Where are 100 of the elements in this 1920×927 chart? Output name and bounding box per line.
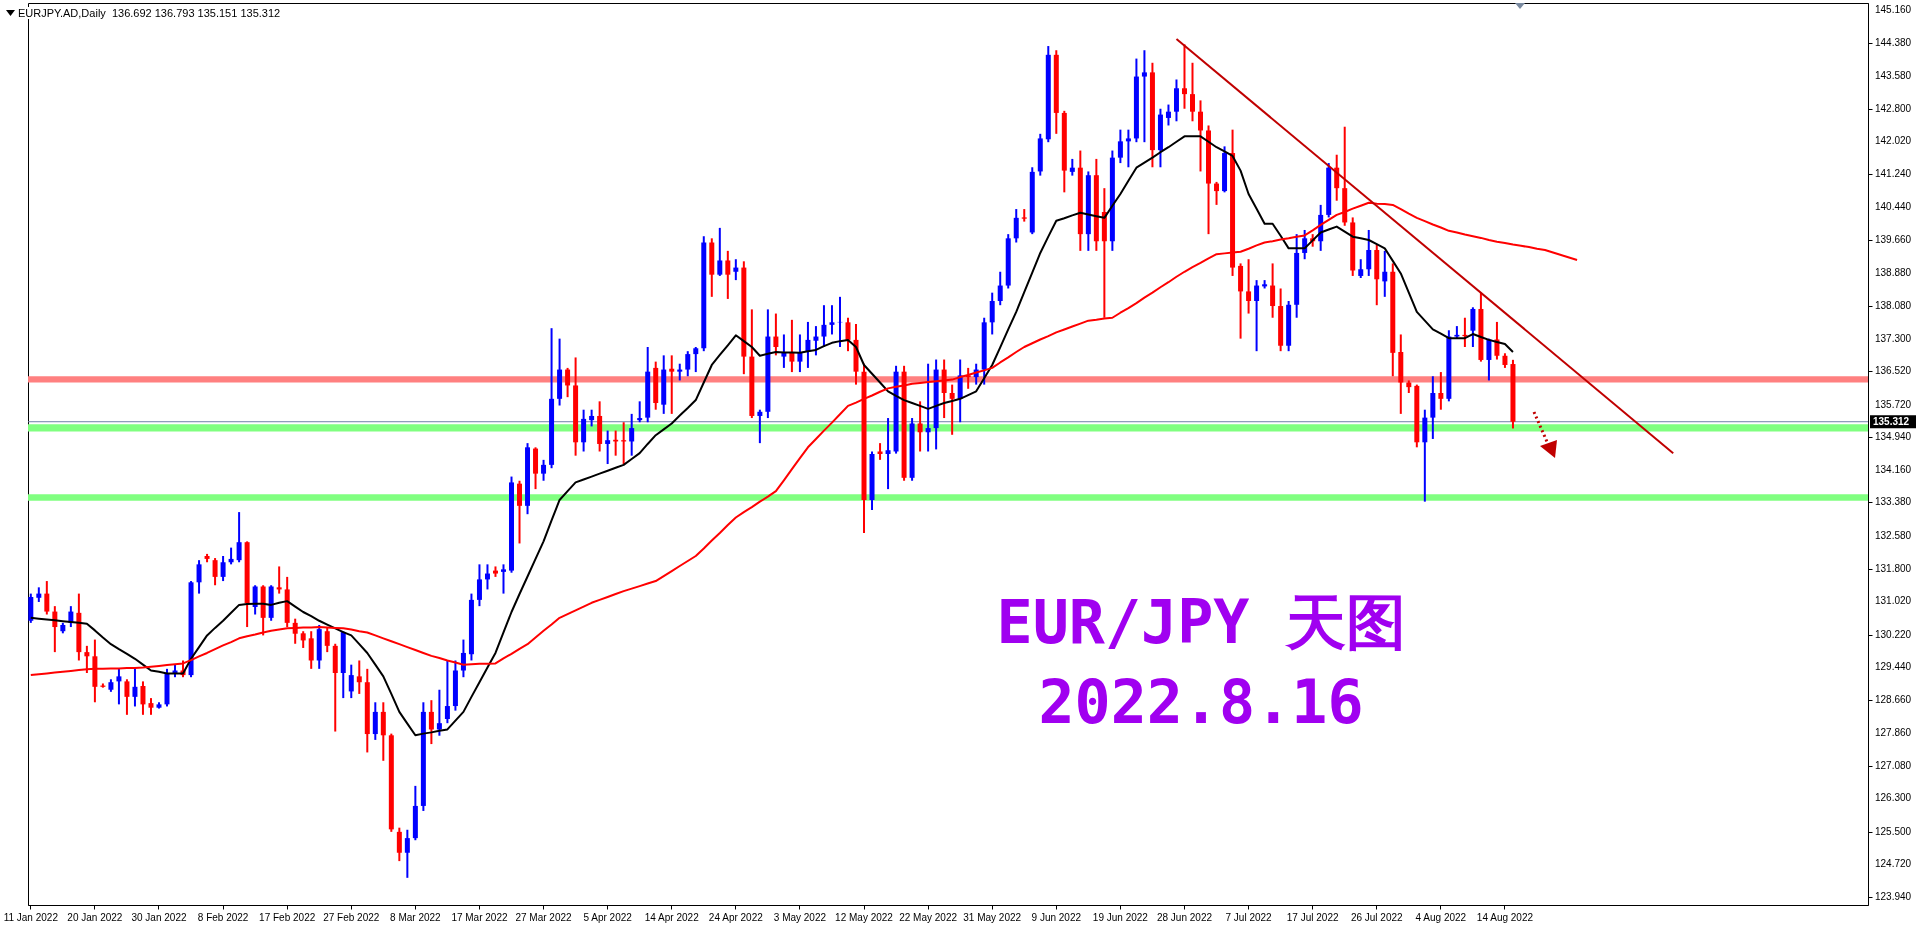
candlestick — [925, 362, 931, 453]
chart-title: EURJPY.AD,Daily 136.692 136.793 135.151 135.312 — [18, 7, 281, 19]
annotation: 2022.8.16 — [1038, 667, 1364, 737]
candlestick — [436, 688, 442, 737]
x-tick-label: 22 May 2022 — [899, 911, 958, 923]
x-tick-label: 17 Mar 2022 — [451, 911, 508, 923]
y-tick-label: 130.220 — [1875, 628, 1912, 640]
x-tick-label: 17 Jul 2022 — [1286, 911, 1339, 923]
candlestick — [252, 584, 258, 616]
candlestick — [541, 458, 547, 482]
x-tick-label: 26 Jul 2022 — [1350, 911, 1404, 923]
candlestick — [1270, 262, 1276, 319]
annotation: EUR/JPY 天图 — [996, 587, 1406, 657]
candlestick — [581, 408, 587, 453]
candlestick — [773, 312, 779, 357]
candlestick — [693, 346, 699, 374]
x-tick-label: 19 Jun 2022 — [1092, 911, 1149, 923]
x-tick-label: 30 Jan 2022 — [131, 911, 187, 923]
candlestick — [1246, 258, 1252, 315]
candlestick — [517, 479, 523, 545]
candlestick — [885, 417, 891, 491]
candlestick — [476, 563, 482, 608]
x-tick-label: 24 Apr 2022 — [708, 911, 764, 923]
y-tick-label: 142.020 — [1875, 135, 1912, 147]
y-tick-label: 123.940 — [1875, 891, 1912, 903]
candlestick — [781, 333, 787, 369]
x-tick-label: 7 Jul 2022 — [1225, 911, 1273, 923]
y-tick-label: 140.440 — [1875, 201, 1912, 213]
y-tick-label: 124.720 — [1875, 858, 1912, 870]
x-tick-label: 14 Aug 2022 — [1476, 911, 1534, 923]
y-tick-label: 127.860 — [1875, 727, 1912, 739]
candlestick — [1117, 128, 1123, 165]
y-tick-label: 132.580 — [1875, 529, 1912, 541]
y-tick-label: 134.160 — [1875, 463, 1912, 475]
candlestick — [220, 554, 226, 583]
candlestick — [132, 667, 138, 708]
candlestick — [821, 304, 827, 348]
candlestick — [717, 226, 723, 277]
candlestick — [941, 358, 947, 420]
candlestick — [500, 563, 506, 595]
candlestick — [348, 663, 354, 700]
candlestick — [116, 667, 122, 706]
x-tick-label: 28 Jun 2022 — [1156, 911, 1213, 923]
x-tick-label: 4 Aug 2022 — [1415, 911, 1467, 923]
candlestick — [685, 350, 691, 378]
candlestick — [733, 258, 739, 282]
candlestick — [44, 580, 50, 616]
candlestick — [1366, 228, 1372, 277]
y-tick-label: 138.880 — [1875, 266, 1912, 278]
x-tick-label: 12 May 2022 — [835, 911, 894, 923]
x-tick-label: 14 Apr 2022 — [644, 911, 700, 923]
candlestick — [380, 701, 386, 762]
x-tick-label: 8 Mar 2022 — [390, 911, 442, 923]
candlestick — [404, 828, 410, 879]
candlestick — [212, 557, 218, 587]
y-tick-label: 134.940 — [1875, 431, 1912, 443]
y-tick-label: 126.300 — [1875, 792, 1912, 804]
candlestick — [236, 511, 242, 564]
candlestick — [1181, 43, 1187, 110]
y-tick-label: 142.800 — [1875, 102, 1912, 114]
candlestick — [1494, 320, 1500, 361]
candlestick — [372, 701, 378, 741]
x-tick-label: 17 Feb 2022 — [259, 911, 316, 923]
y-tick-label: 141.240 — [1875, 167, 1912, 179]
candlestick — [1013, 208, 1019, 244]
line-series — [29, 135, 1514, 737]
y-tick-label: 144.380 — [1875, 36, 1912, 48]
ref-line-label: 135.312 — [1873, 415, 1910, 427]
x-tick-label: 9 Jun 2022 — [1031, 911, 1082, 923]
candlestick — [1198, 99, 1204, 173]
x-tick-label: 8 Feb 2022 — [197, 911, 249, 923]
x-tick-label: 27 Feb 2022 — [323, 911, 380, 923]
candlestick — [1190, 61, 1195, 123]
candlestick — [428, 699, 434, 746]
candlestick — [140, 680, 146, 716]
candlestick — [1358, 258, 1364, 280]
candlestick — [124, 678, 130, 716]
candlestick — [605, 429, 611, 466]
y-tick-label: 135.720 — [1875, 398, 1912, 410]
candlestick — [829, 304, 835, 336]
candlestick — [1486, 337, 1492, 382]
candlestick — [565, 366, 571, 399]
candlestick — [396, 826, 402, 863]
candlestick — [1173, 78, 1179, 123]
candlestick — [324, 626, 330, 654]
y-tick-label: 137.300 — [1875, 332, 1912, 344]
candlestick — [1165, 103, 1171, 127]
candlestick — [997, 270, 1003, 307]
candlestick — [1254, 279, 1260, 353]
candlestick — [1382, 249, 1388, 298]
candlestick — [1125, 128, 1131, 169]
x-tick-label: 11 Jan 2022 — [3, 911, 59, 923]
y-tick-label: 138.080 — [1875, 300, 1912, 312]
candlestick — [637, 400, 643, 424]
candlestick — [1470, 306, 1476, 348]
candlestick — [813, 325, 819, 357]
x-tick-label: 27 Mar 2022 — [515, 911, 573, 923]
candlestick — [669, 354, 675, 415]
x-tick-label: 3 May 2022 — [773, 911, 827, 923]
candlestick — [757, 408, 763, 445]
